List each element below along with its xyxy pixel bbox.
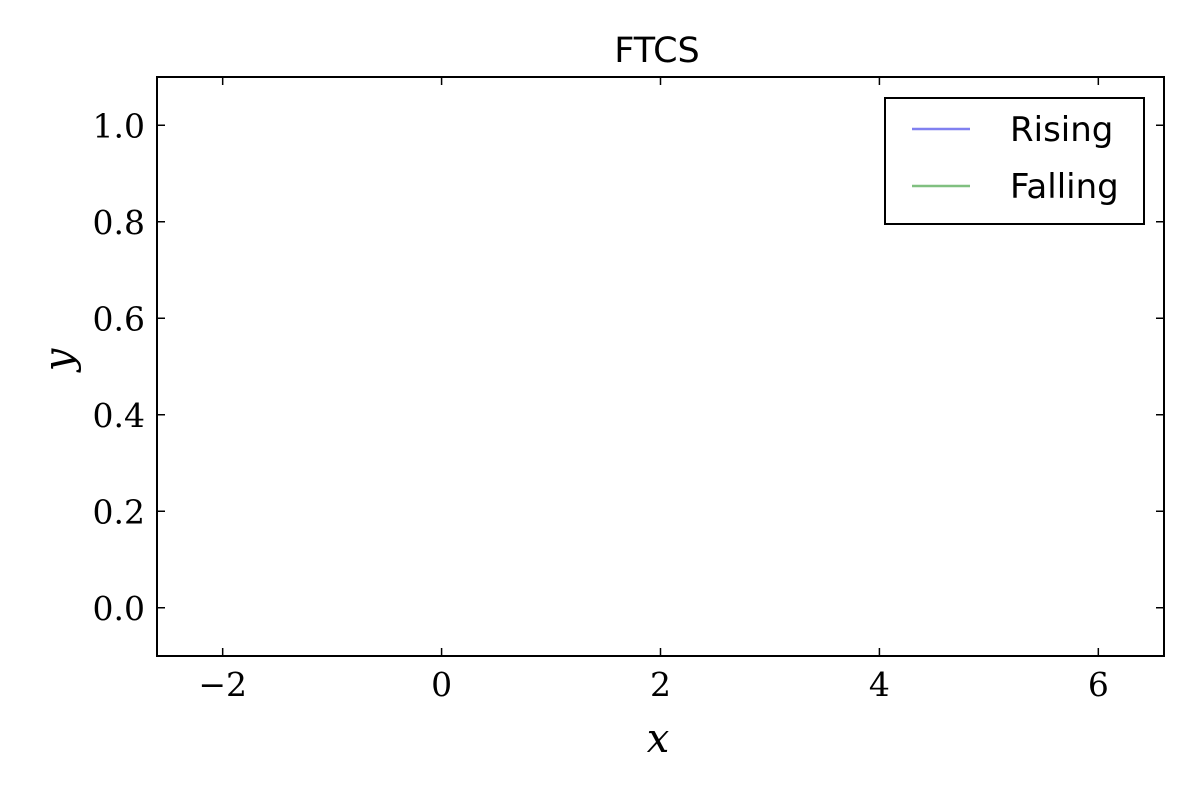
x-tick-label: 2 bbox=[650, 665, 671, 704]
y-tick-label: 1.0 bbox=[93, 106, 145, 145]
legend-label-rising: Rising bbox=[1010, 110, 1113, 150]
y-axis-label: y bbox=[36, 347, 82, 373]
chart-title: FTCS bbox=[614, 31, 700, 71]
legend-label-falling: Falling bbox=[1010, 167, 1119, 207]
plot-frame bbox=[156, 76, 1165, 657]
x-tick-label: −2 bbox=[198, 665, 247, 704]
y-tick-label: 0.6 bbox=[93, 299, 145, 338]
legend: Rising Falling bbox=[884, 97, 1145, 225]
x-tick-label: 0 bbox=[431, 665, 452, 704]
x-tick-label: 4 bbox=[869, 665, 890, 704]
y-tick-label: 0.2 bbox=[93, 492, 145, 531]
y-tick-label: 0.0 bbox=[93, 589, 145, 628]
legend-box bbox=[884, 97, 1145, 225]
ticks-layer: −2 0 2 4 6 0.0 0.2 0.4 0.6 0.8 1.0 bbox=[93, 77, 1164, 704]
y-tick-label: 0.8 bbox=[93, 203, 145, 242]
y-tick-label: 0.4 bbox=[93, 396, 145, 435]
x-axis-label: x bbox=[647, 716, 670, 762]
x-tick-label: 6 bbox=[1088, 665, 1109, 704]
